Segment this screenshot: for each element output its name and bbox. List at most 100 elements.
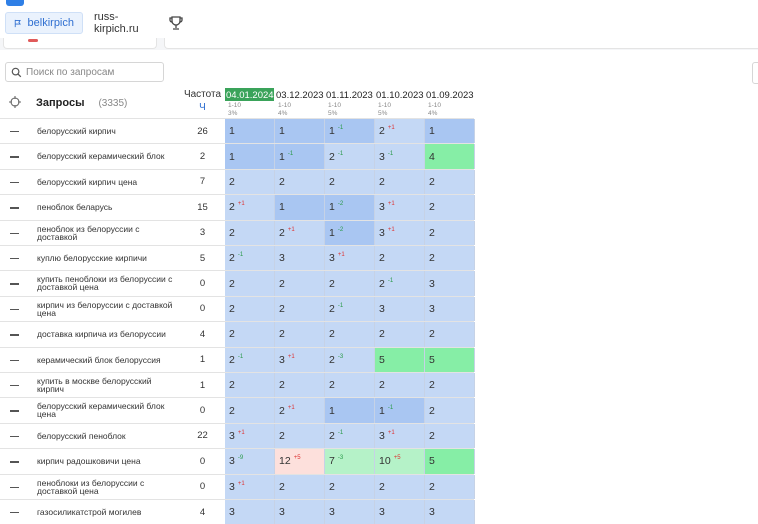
position-cell[interactable]: 3	[275, 500, 325, 524]
table-row[interactable]: доставка кирпича из белоруссии 4 2 2 2 2 2	[0, 321, 475, 347]
table-row[interactable]: керамический блок белоруссия 1 2 -1 3 +1 2 -3 5 5	[0, 346, 475, 372]
date-column-header[interactable]: 01.09.2023 1-10 4%	[425, 88, 475, 118]
position-cell[interactable]: 3 -9	[225, 449, 275, 474]
position-cell[interactable]: 2 +1	[375, 119, 425, 144]
table-row[interactable]: белорусский керамический блок цена 0 2 2 +1 1…	[0, 397, 475, 423]
position-cell[interactable]: 2 -1	[375, 271, 425, 296]
position-cell[interactable]: 2	[325, 373, 375, 398]
position-cell[interactable]: 5	[375, 347, 425, 372]
position-cell[interactable]: 2	[325, 322, 375, 347]
table-row[interactable]: пеноблок из белоруссии с доставкой 3 2 2 +1 1…	[0, 219, 475, 245]
position-cell[interactable]: 1	[325, 398, 375, 423]
position-cell[interactable]: 3	[275, 246, 325, 271]
position-cell[interactable]: 2	[275, 373, 325, 398]
row-toggle-icon[interactable]	[10, 334, 19, 336]
row-toggle-icon[interactable]	[10, 156, 19, 158]
row-toggle-icon[interactable]	[10, 283, 19, 285]
position-cell[interactable]: 2 +1	[275, 398, 325, 423]
table-row[interactable]: кирпич из белоруссии с доставкой цена 0 2 2…	[0, 295, 475, 322]
position-cell[interactable]: 2 -1	[325, 423, 375, 449]
position-cell[interactable]: 2	[325, 169, 375, 195]
date-column-header[interactable]: 01.11.2023 1-10 5%	[325, 88, 375, 118]
position-cell[interactable]: 3	[325, 500, 375, 524]
row-toggle-icon[interactable]	[10, 308, 19, 311]
position-cell[interactable]: 4	[425, 144, 475, 169]
position-cell[interactable]: 2	[425, 169, 475, 195]
trophy-icon[interactable]	[168, 15, 184, 31]
row-toggle-icon[interactable]	[10, 359, 19, 361]
position-cell[interactable]: 2	[225, 271, 275, 296]
date-column-header[interactable]: 04.01.2024 1-10 3%	[225, 88, 275, 118]
row-toggle-icon[interactable]	[10, 232, 19, 234]
position-cell[interactable]: 3 +1	[375, 195, 425, 220]
position-cell[interactable]: 2	[275, 474, 325, 499]
position-cell[interactable]: 2	[275, 169, 325, 195]
position-cell[interactable]: 3 -1	[375, 144, 425, 169]
position-cell[interactable]: 2 -3	[325, 347, 375, 372]
header-frequency[interactable]: Частота Ч	[180, 88, 225, 118]
row-toggle-icon[interactable]	[10, 207, 19, 209]
position-cell[interactable]: 3	[375, 500, 425, 524]
position-cell[interactable]: 3 +1	[325, 246, 375, 271]
position-cell[interactable]: 1 -2	[325, 195, 375, 220]
position-cell[interactable]: 7 -3	[325, 449, 375, 474]
position-cell[interactable]: 3 +1	[225, 474, 275, 499]
project-tab-russ-kirpich[interactable]: russ-kirpich.ru	[86, 11, 160, 35]
position-cell[interactable]: 2	[275, 423, 325, 449]
position-cell[interactable]: 2 +1	[225, 195, 275, 220]
position-cell[interactable]: 2	[375, 474, 425, 499]
position-cell[interactable]: 3 +1	[275, 347, 325, 372]
table-row[interactable]: пеноблоки из белоруссии с доставкой цена…	[0, 473, 475, 499]
table-row[interactable]: белорусский керамический блок 2 1 1 -1 2 -1 3 -1…	[0, 143, 475, 169]
position-cell[interactable]: 2	[225, 220, 275, 245]
position-cell[interactable]: 2	[325, 271, 375, 296]
crosshair-icon[interactable]	[9, 96, 21, 108]
panel-tab[interactable]	[164, 38, 758, 49]
date-column-header[interactable]: 03.12.2023 1-10 4%	[275, 88, 325, 118]
side-control[interactable]	[752, 62, 758, 84]
position-cell[interactable]: 1 -1	[275, 144, 325, 169]
row-toggle-icon[interactable]	[10, 410, 19, 412]
position-cell[interactable]: 3 +1	[225, 423, 275, 449]
table-row[interactable]: куплю белорусские кирпичи 5 2 -1 3 3 +1 2 2	[0, 245, 475, 271]
row-toggle-icon[interactable]	[10, 435, 19, 438]
row-toggle-icon[interactable]	[10, 131, 19, 133]
position-cell[interactable]: 5	[425, 449, 475, 474]
position-cell[interactable]: 2	[425, 474, 475, 499]
table-row[interactable]: кирпич радошковичи цена 0 3 -9 12 +5 7 -3 10 +5 5	[0, 448, 475, 474]
table-row[interactable]: газосиликатстрой могилев 4 3 3 3 3 3	[0, 499, 475, 524]
position-cell[interactable]: 2	[425, 398, 475, 423]
position-cell[interactable]: 2	[375, 373, 425, 398]
position-cell[interactable]: 2	[375, 246, 425, 271]
row-toggle-icon[interactable]	[10, 258, 19, 260]
position-cell[interactable]: 2	[375, 322, 425, 347]
position-cell[interactable]: 10 +5	[375, 449, 425, 474]
project-tab-belkirpich[interactable]: belkirpich	[5, 12, 83, 34]
header-queries[interactable]: Запросы (3335)	[30, 88, 180, 118]
position-cell[interactable]: 2	[425, 220, 475, 245]
row-toggle-icon[interactable]	[10, 385, 19, 387]
position-cell[interactable]: 2	[375, 169, 425, 195]
table-row[interactable]: пеноблок беларусь 15 2 +1 1 1 -2 3 +1 2	[0, 194, 475, 220]
table-row[interactable]: купить пеноблоки из белоруссии с доставк…	[0, 270, 475, 296]
position-cell[interactable]: 2 +1	[275, 220, 325, 245]
position-cell[interactable]: 2	[275, 322, 325, 347]
panel-tab[interactable]	[3, 38, 157, 49]
position-cell[interactable]: 2	[425, 246, 475, 271]
position-cell[interactable]: 2	[275, 271, 325, 296]
table-row[interactable]: белорусский кирпич цена 7 2 2 2 2 2	[0, 168, 475, 195]
position-cell[interactable]: 1 -1	[375, 398, 425, 423]
position-cell[interactable]: 2	[225, 398, 275, 423]
position-cell[interactable]: 3	[425, 296, 475, 322]
position-cell[interactable]: 1	[425, 119, 475, 144]
position-cell[interactable]: 2 -1	[325, 144, 375, 169]
position-cell[interactable]: 2	[425, 322, 475, 347]
position-cell[interactable]: 1	[225, 119, 275, 144]
row-toggle-icon[interactable]	[10, 486, 19, 488]
row-toggle-icon[interactable]	[10, 461, 19, 463]
position-cell[interactable]: 1	[275, 195, 325, 220]
position-cell[interactable]: 2	[225, 169, 275, 195]
position-cell[interactable]: 3	[375, 296, 425, 322]
position-cell[interactable]: 1 -2	[325, 220, 375, 245]
row-toggle-icon[interactable]	[10, 181, 19, 184]
